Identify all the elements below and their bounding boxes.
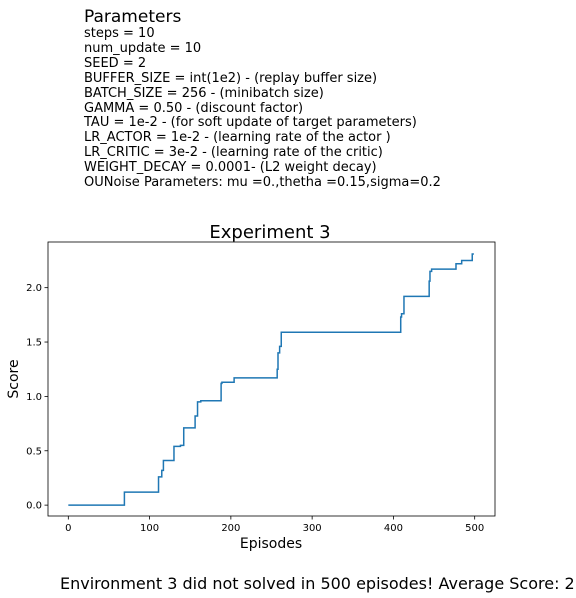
parameter-line: TAU = 1e-2 - (for soft update of target … (84, 115, 417, 131)
y-tick-label: 2.0 (26, 283, 42, 294)
parameter-line: WEIGHT_DECAY = 0.0001- (L2 weight decay) (84, 160, 377, 176)
result-message: Environment 3 did not solved in 500 epis… (60, 574, 576, 593)
x-tick-label: 100 (140, 523, 159, 534)
plot-frame (47, 241, 496, 517)
parameter-line: GAMMA = 0.50 - (discount factor) (84, 100, 304, 116)
x-tick-label: 500 (465, 523, 484, 534)
y-tick-label: 1.0 (26, 392, 42, 403)
parameter-line: LR_CRITIC = 3e-2 - (learning rate of the… (84, 145, 383, 161)
parameter-line: steps = 10 (84, 26, 155, 41)
chart-title: Experiment 3 (209, 222, 330, 243)
parameters-list: steps = 10 num_update = 10 SEED = 2 BUFF… (84, 26, 441, 191)
y-tick-label: 0.0 (26, 501, 42, 512)
parameters-title: Parameters (84, 7, 182, 27)
parameter-line: BUFFER_SIZE = int(1e2) - (replay buffer … (84, 70, 378, 86)
x-tick-label: 200 (221, 523, 240, 534)
x-tick-label: 0 (65, 523, 71, 534)
x-tick-label: 400 (384, 523, 403, 534)
parameter-line: SEED = 2 (84, 55, 147, 71)
parameters-block: Parameters steps = 10 num_update = 10 SE… (84, 8, 441, 191)
parameter-line: BATCH_SIZE = 256 - (minibatch size) (84, 85, 324, 101)
parameter-line: num_update = 10 (84, 40, 202, 56)
score-series-line (68, 253, 474, 506)
axis-ticks: 0 100 200 300 400 500 0.0 0.5 1.0 1.5 2.0 (26, 283, 484, 534)
parameter-line: OUNoise Parameters: mu =0.,thetha =0.15,… (84, 175, 441, 191)
y-tick-label: 0.5 (26, 446, 42, 457)
x-tick-label: 300 (303, 523, 322, 534)
y-axis-label: Score (6, 359, 22, 398)
x-axis-label: Episodes (240, 536, 302, 552)
y-tick-label: 1.5 (26, 338, 42, 349)
parameter-line: LR_ACTOR = 1e-2 - (learning rate of the … (84, 130, 391, 146)
